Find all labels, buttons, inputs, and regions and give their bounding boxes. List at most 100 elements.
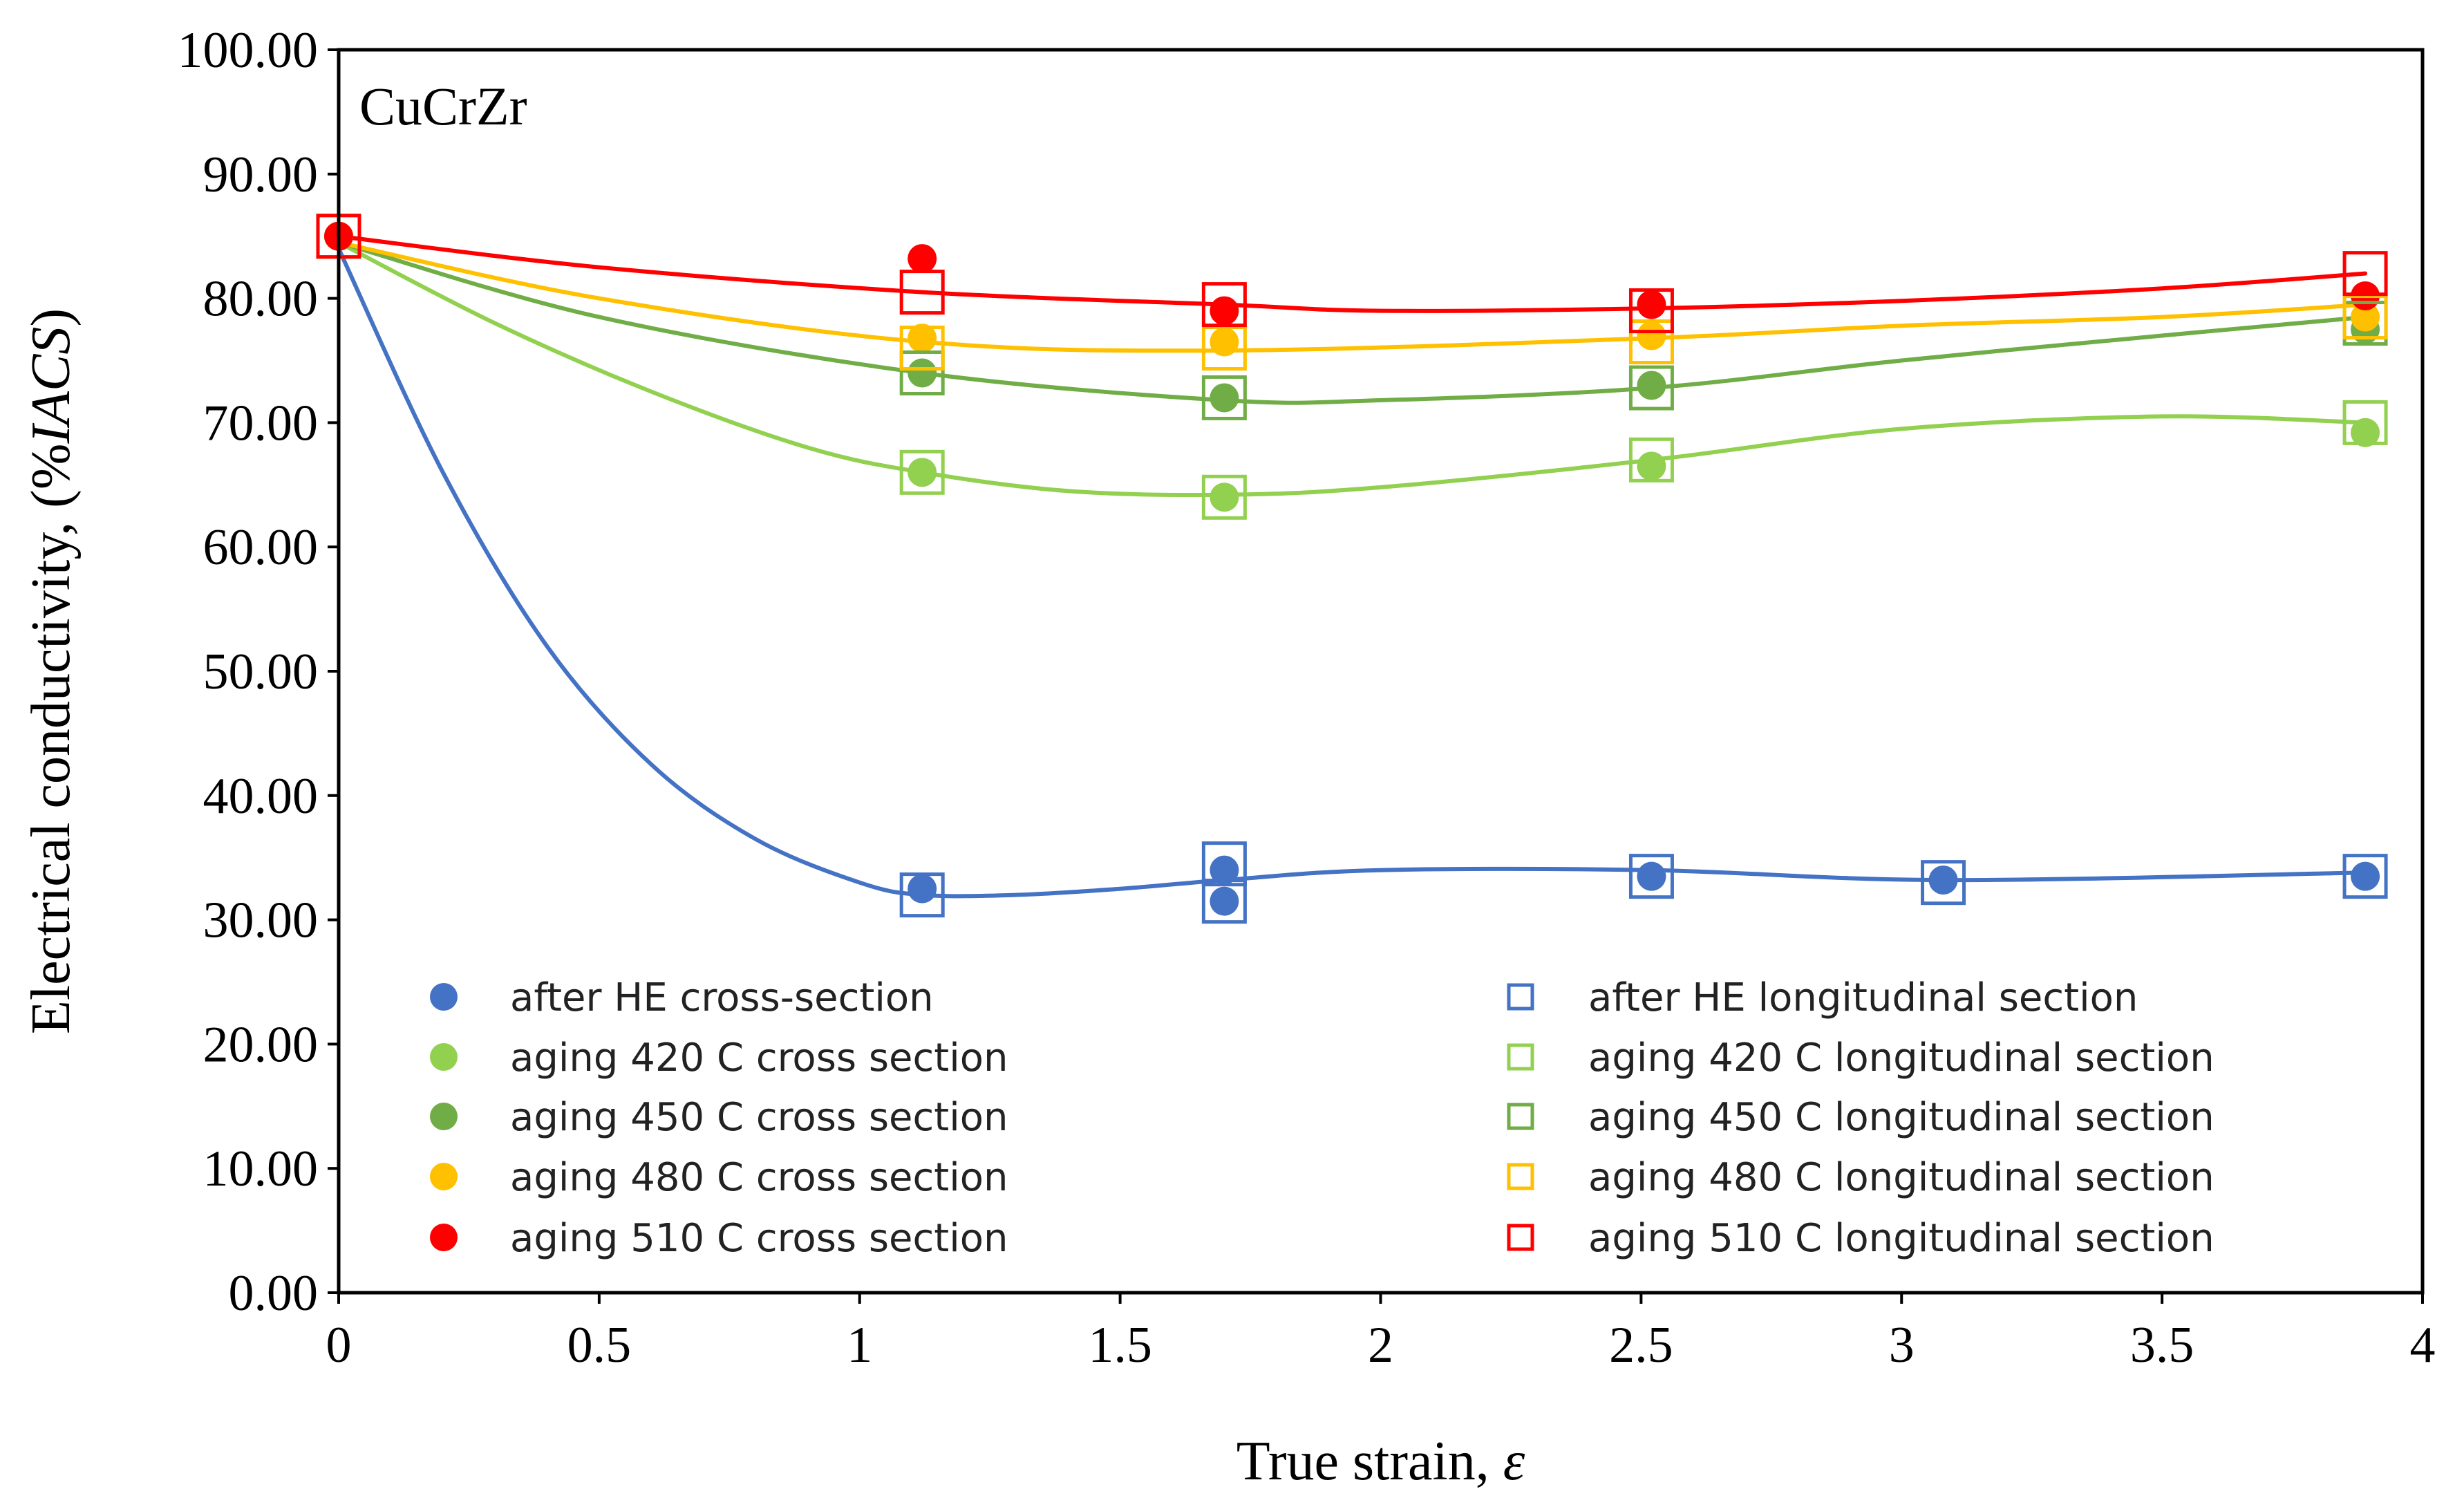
- point-aging-480-c-longitudinal-section: [1628, 319, 1674, 365]
- trend-line-aging-450-c-trend: [337, 240, 2368, 405]
- legend-label: aging 480 C longitudinal section: [1588, 1155, 2214, 1200]
- point-aging-510-c-cross-section: [907, 244, 937, 274]
- legend: after HE cross-section aging 420 C cross …: [430, 975, 2214, 1261]
- x-tick-label: 2.5: [1609, 1317, 1673, 1374]
- point-after-he-cross-section: [907, 874, 937, 904]
- legend-marker-circle: [430, 1103, 458, 1130]
- legend-entry-aging-510-c-cross-section: aging 510 C cross section: [430, 1216, 1008, 1261]
- y-axis-label: Electrical conductivity, (%IACS): [21, 308, 82, 1034]
- trend-line-aging-510-c-trend: [337, 234, 2368, 313]
- x-tick-label: 0.5: [567, 1317, 632, 1374]
- y-tick-label: 0.00: [229, 1265, 319, 1322]
- x-axis-label: True strain, ε: [1236, 1431, 1525, 1492]
- legend-marker-square: [1507, 1103, 1534, 1130]
- legend-entry-aging-420-c-cross-section: aging 420 C cross section: [430, 1036, 1008, 1080]
- point-after-he-cross-section: [1637, 861, 1666, 891]
- point-after-he-cross-section: [2351, 861, 2380, 891]
- point-after-he-longitudinal-section: [1201, 879, 1247, 924]
- y-tick-label: 70.00: [203, 395, 319, 451]
- point-aging-480-c-cross-section: [907, 324, 937, 353]
- point-after-he-cross-section: [1210, 855, 1239, 885]
- point-aging-420-c-cross-section: [1210, 483, 1239, 512]
- legend-entry-aging-450-c-cross-section: aging 450 C cross section: [430, 1095, 1008, 1140]
- legend-label: aging 510 C cross section: [510, 1216, 1008, 1261]
- trend-line-after-he-trend: [337, 246, 2368, 899]
- point-aging-420-c-longitudinal-section: [899, 449, 945, 495]
- legend-label: aging 420 C longitudinal section: [1588, 1036, 2214, 1080]
- trend-line-aging-420-c-trend: [337, 240, 2368, 497]
- y-tick-label: 100.00: [178, 22, 319, 79]
- legend-entry-aging-450-c-longitudinal-section: aging 450 C longitudinal section: [1507, 1095, 2214, 1140]
- legend-marker-circle: [430, 983, 458, 1011]
- legend-label: aging 510 C longitudinal section: [1588, 1216, 2214, 1261]
- legend-marker-circle: [430, 1224, 458, 1251]
- legend-marker-square: [1507, 1043, 1534, 1071]
- legend-label: after HE longitudinal section: [1588, 975, 2138, 1020]
- point-aging-480-c-longitudinal-section: [899, 326, 945, 371]
- legend-label: aging 450 C longitudinal section: [1588, 1095, 2214, 1140]
- point-aging-420-c-longitudinal-section: [1628, 437, 1674, 483]
- legend-label: aging 420 C cross section: [510, 1036, 1008, 1080]
- y-tick-label: 30.00: [203, 892, 319, 949]
- x-axis-label-text: True strain,: [1236, 1431, 1503, 1492]
- point-aging-450-c-longitudinal-section: [1628, 365, 1674, 411]
- point-aging-510-c-longitudinal-section: [1628, 288, 1674, 334]
- y-tick-label: 10.00: [203, 1141, 319, 1197]
- y-tick-label: 20.00: [203, 1016, 319, 1073]
- x-tick-label: 4: [2410, 1317, 2436, 1374]
- legend-entry-after-he-cross-section: after HE cross-section: [430, 975, 934, 1020]
- point-aging-450-c-longitudinal-section: [1201, 375, 1247, 420]
- y-axis-label-italic: IACS: [21, 327, 82, 444]
- point-after-he-longitudinal-section: [1628, 854, 1674, 899]
- legend-label: aging 450 C cross section: [510, 1095, 1008, 1140]
- point-aging-510-c-longitudinal-section: [2342, 251, 2388, 297]
- point-aging-510-c-longitudinal-section: [899, 270, 945, 315]
- point-aging-420-c-cross-section: [1637, 451, 1666, 481]
- point-after-he-longitudinal-section: [899, 872, 945, 918]
- point-aging-480-c-longitudinal-section: [1201, 326, 1247, 371]
- point-after-he-cross-section: [1928, 865, 1958, 895]
- y-axis-ticks: 0.00 10.00 20.00 30.00 40.00 50.00 60.00 70.00 8…: [178, 22, 339, 1322]
- legend-entry-aging-510-c-longitudinal-section: aging 510 C longitudinal section: [1507, 1216, 2214, 1261]
- point-aging-450-c-cross-section: [1637, 371, 1666, 400]
- y-tick-label: 40.00: [203, 768, 319, 825]
- legend-marker-square: [1507, 983, 1534, 1011]
- x-tick-label: 2: [1368, 1317, 1393, 1374]
- point-after-he-longitudinal-section: [1921, 860, 1966, 906]
- legend-entry-aging-480-c-cross-section: aging 480 C cross section: [430, 1155, 1008, 1200]
- x-tick-label: 0: [326, 1317, 352, 1374]
- y-axis-label-text: Electrical conductivity, (%: [21, 444, 82, 1034]
- point-aging-510-c-longitudinal-section: [1201, 282, 1247, 328]
- point-after-he-longitudinal-section: [2342, 854, 2388, 899]
- x-tick-label: 1.5: [1088, 1317, 1152, 1374]
- point-aging-510-c-cross-section: [1210, 296, 1239, 326]
- point-aging-420-c-cross-section: [2351, 418, 2380, 447]
- legend-label: aging 480 C cross section: [510, 1155, 1008, 1200]
- x-axis-ticks: 0 0.5 1 1.5 2 2.5 3 3.5 4: [326, 1293, 2436, 1374]
- legend-marker-square: [1507, 1163, 1534, 1190]
- x-tick-label: 3: [1889, 1317, 1915, 1374]
- y-tick-label: 80.00: [203, 271, 319, 328]
- x-tick-label: 3.5: [2130, 1317, 2194, 1374]
- x-axis-label-symbol: ε: [1503, 1431, 1525, 1492]
- y-axis-label-suffix: ): [21, 308, 82, 327]
- legend-label: after HE cross-section: [510, 975, 934, 1020]
- legend-entry-after-he-longitudinal-section: after HE longitudinal section: [1507, 975, 2138, 1020]
- legend-entry-aging-480-c-longitudinal-section: aging 480 C longitudinal section: [1507, 1155, 2214, 1200]
- point-aging-480-c-cross-section: [1637, 321, 1666, 350]
- y-tick-label: 90.00: [203, 147, 319, 203]
- point-aging-510-c-cross-section: [1637, 290, 1666, 319]
- legend-marker-circle: [430, 1163, 458, 1190]
- trend-lines: [337, 234, 2368, 899]
- point-aging-480-c-cross-section: [1210, 327, 1239, 357]
- legend-marker-square: [1507, 1224, 1534, 1251]
- point-aging-450-c-longitudinal-section: [899, 350, 945, 395]
- legend-marker-circle: [430, 1043, 458, 1071]
- point-aging-480-c-cross-section: [2351, 302, 2380, 332]
- point-aging-450-c-cross-section: [907, 358, 937, 388]
- point-aging-450-c-cross-section: [1210, 383, 1239, 413]
- y-tick-label: 50.00: [203, 644, 319, 700]
- point-after-he-longitudinal-section: [1201, 841, 1247, 887]
- point-after-he-cross-section: [1210, 886, 1239, 916]
- point-aging-420-c-cross-section: [907, 458, 937, 487]
